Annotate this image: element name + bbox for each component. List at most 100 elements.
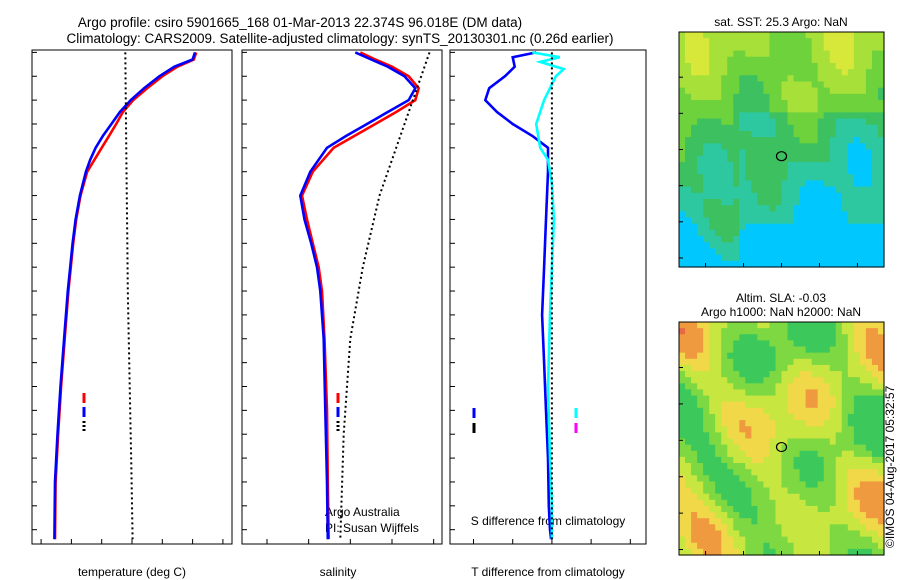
map-cell: [703, 205, 710, 212]
map-cell: [697, 155, 704, 163]
map-cell: [877, 499, 885, 507]
map-cell: [859, 548, 867, 556]
map-cell: [793, 229, 801, 237]
map-cell: [817, 248, 825, 256]
map-cell: [679, 229, 686, 237]
map-cell: [691, 81, 698, 89]
map-cell: [733, 450, 740, 458]
map-cell: [751, 260, 758, 268]
map-cell: [745, 334, 752, 341]
map-cell: [727, 371, 734, 378]
map-cell: [703, 524, 710, 532]
map-cell: [775, 50, 783, 58]
map-cell: [763, 505, 771, 513]
map-cell: [727, 87, 734, 95]
map-cell: [715, 444, 722, 452]
map-cell: [781, 75, 789, 83]
salinity-satellite-line: [532, 51, 567, 540]
map-cell: [709, 438, 716, 446]
map-cell: [733, 542, 740, 550]
map-cell: [739, 530, 746, 538]
map-cell: [823, 242, 831, 250]
map-cell: [691, 137, 698, 144]
map-cell: [841, 155, 849, 163]
map-cell: [799, 93, 807, 101]
map-cell: [787, 87, 795, 95]
map-cell: [691, 192, 698, 200]
map-cell: [823, 32, 831, 39]
map-cell: [817, 444, 825, 452]
map-cell: [871, 340, 879, 348]
map-cell: [805, 364, 813, 372]
map-cell: [709, 413, 716, 421]
map-cell: [733, 44, 740, 52]
map-cell: [847, 493, 855, 501]
map-cell: [787, 161, 795, 169]
map-cell: [847, 217, 855, 225]
map-cell: [697, 106, 704, 113]
map-cell: [829, 44, 837, 52]
map-cell: [805, 242, 813, 250]
map-cell: [751, 205, 758, 212]
map-cell: [763, 242, 771, 250]
map-cell: [739, 328, 746, 335]
map-cell: [817, 93, 825, 101]
map-cell: [727, 530, 734, 538]
map-cell: [763, 180, 771, 188]
map-cell: [679, 352, 686, 360]
map-cell: [805, 248, 813, 256]
map-cell: [847, 38, 855, 45]
map-cell: [853, 358, 861, 366]
map-cell: [871, 242, 879, 250]
map-cell: [691, 383, 698, 391]
map-cell: [877, 383, 885, 391]
map-cell: [679, 205, 686, 212]
map-cell: [709, 401, 716, 409]
map-cell: [745, 493, 752, 501]
map-cell: [853, 518, 861, 525]
map-cell: [805, 530, 813, 538]
map-cell: [727, 38, 734, 45]
map-cell: [835, 124, 843, 132]
map-cell: [823, 192, 831, 200]
map-cell: [811, 62, 819, 70]
map-cell: [823, 260, 831, 268]
map-cell: [871, 149, 879, 157]
map-cell: [877, 149, 885, 157]
map-cell: [763, 81, 771, 89]
map-cell: [679, 518, 686, 525]
map-cell: [859, 112, 867, 120]
map-cell: [841, 174, 849, 182]
map-cell: [685, 242, 692, 250]
map-cell: [829, 69, 837, 76]
map-cell: [817, 229, 825, 237]
salinity-axes-box: [241, 49, 443, 545]
map-cell: [847, 143, 855, 151]
map-cell: [721, 401, 728, 409]
map-cell: [841, 87, 849, 95]
map-cell: [781, 364, 789, 372]
map-cell: [715, 322, 722, 329]
map-cell: [781, 161, 789, 169]
map-cell: [853, 118, 861, 126]
map-cell: [691, 499, 698, 507]
map-cell: [697, 340, 704, 348]
map-cell: [811, 260, 819, 268]
map-cell: [871, 481, 879, 489]
map-cell: [679, 401, 686, 409]
map-cell: [835, 69, 843, 76]
map-cell: [691, 340, 698, 348]
map-cell: [865, 32, 873, 39]
map-cell: [679, 223, 686, 231]
map-cell: [751, 93, 758, 101]
map-cell: [793, 463, 801, 470]
map-cell: [799, 211, 807, 219]
map-cell: [697, 50, 704, 58]
map-cell: [679, 322, 686, 329]
map-cell: [739, 137, 746, 144]
map-cell: [733, 346, 740, 354]
map-cell: [841, 499, 849, 507]
map-cell: [829, 432, 837, 440]
map-cell: [685, 44, 692, 52]
map-cell: [805, 155, 813, 163]
